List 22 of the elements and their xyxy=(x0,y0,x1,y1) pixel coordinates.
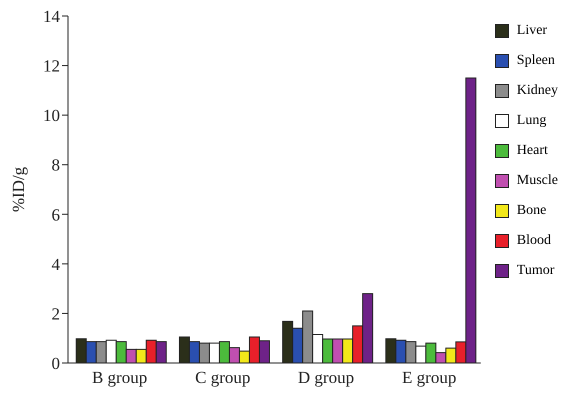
y-tick-label: 6 xyxy=(52,205,60,224)
legend-label: Blood xyxy=(516,233,552,249)
y-tick-label: 4 xyxy=(52,254,60,274)
x-tick-label: E group xyxy=(402,368,456,388)
y-tick-label: 10 xyxy=(43,106,60,126)
y-tick-label: 12 xyxy=(43,56,60,76)
legend-label: Tumor xyxy=(516,263,554,279)
y-tick-label: 14 xyxy=(43,7,60,26)
x-tick-label: D group xyxy=(298,368,354,388)
y-tick-label: 8 xyxy=(52,156,60,175)
legend-label: Spleen xyxy=(516,53,555,69)
legend-label: Kidney xyxy=(516,83,558,99)
legend-label: Liver xyxy=(516,23,548,39)
x-tick-label: B group xyxy=(92,368,148,388)
legend-label: Lung xyxy=(516,113,546,129)
legend-label: Bone xyxy=(516,203,546,219)
legend-label: Heart xyxy=(516,143,548,159)
y-tick-label: 2 xyxy=(52,304,60,324)
legend-label: Muscle xyxy=(516,173,558,189)
y-tick-label: 0 xyxy=(52,354,60,374)
x-tick-label: C group xyxy=(195,368,250,388)
y-axis-title: %ID/g xyxy=(9,166,28,212)
